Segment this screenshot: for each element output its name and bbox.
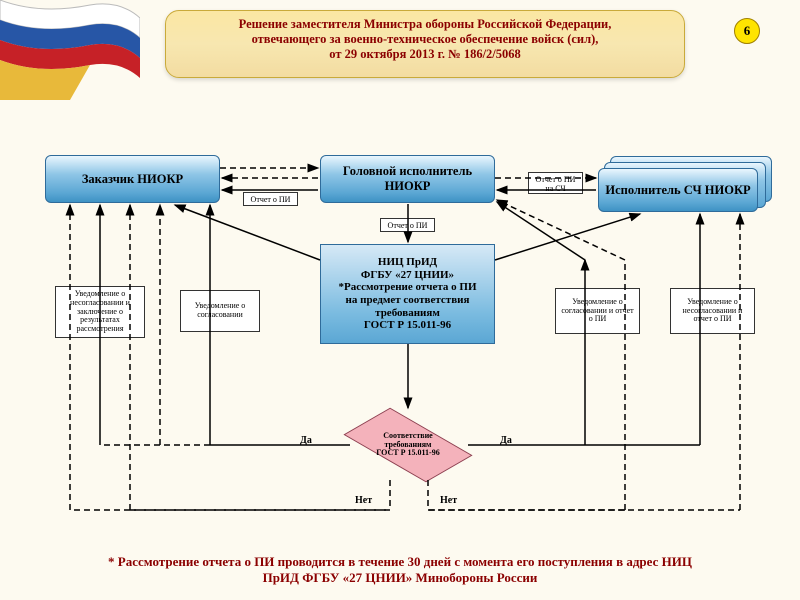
label-s3: Отчет о ПИна СЧ bbox=[528, 172, 583, 194]
note-4: Уведомление онесогласовании иотчет о ПИ bbox=[670, 288, 755, 334]
diamond-text: СоответствиетребованиямГОСТ Р 15.011-96 bbox=[348, 410, 468, 480]
label-da-left: Да bbox=[300, 435, 312, 446]
note-1: Уведомление онесогласовании изаключение … bbox=[55, 286, 145, 338]
header-l2: отвечающего за военно-техническое обеспе… bbox=[178, 32, 672, 47]
box-golovnoi: Головной исполнитель НИОКР bbox=[320, 155, 495, 203]
page-root: Решение заместителя Министра обороны Рос… bbox=[0, 0, 800, 600]
header-l1: Решение заместителя Министра обороны Рос… bbox=[178, 17, 672, 32]
box-center-text: НИЦ ПрИДФГБУ «27 ЦНИИ»*Рассмотрение отче… bbox=[338, 256, 476, 332]
box-center: НИЦ ПрИДФГБУ «27 ЦНИИ»*Рассмотрение отче… bbox=[320, 244, 495, 344]
box-zakazchik: Заказчик НИОКР bbox=[45, 155, 220, 203]
note-2: Уведомление осогласовании bbox=[180, 290, 260, 332]
label-net-right: Нет bbox=[440, 495, 457, 506]
note-3: Уведомление осогласовании и отчето ПИ bbox=[555, 288, 640, 334]
page-number-badge: 6 bbox=[734, 18, 760, 44]
label-s1: Отчет о ПИ bbox=[243, 192, 298, 206]
header-l3: от 29 октября 2013 г. № 186/2/5068 bbox=[178, 47, 672, 62]
label-net-left: Нет bbox=[355, 495, 372, 506]
label-da-right: Да bbox=[500, 435, 512, 446]
box-ispolnitel: Исполнитель СЧ НИОКР bbox=[598, 168, 758, 212]
diamond-decision: СоответствиетребованиямГОСТ Р 15.011-96 bbox=[348, 410, 468, 480]
label-s2: Отчет о ПИ bbox=[380, 218, 435, 232]
header-box: Решение заместителя Министра обороны Рос… bbox=[165, 10, 685, 78]
footer-note: * Рассмотрение отчета о ПИ проводится в … bbox=[90, 554, 710, 586]
flag-ribbon bbox=[0, 0, 140, 100]
